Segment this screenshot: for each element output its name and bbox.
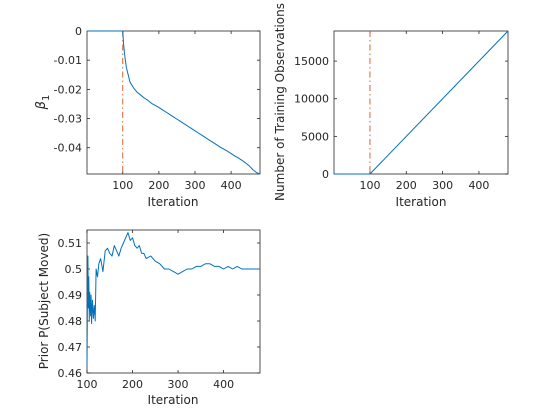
prior-subject-moved-plot-series-line [86, 232, 260, 366]
beta-plot-frame [86, 30, 261, 175]
training-observations-plot-xlabel: Iteration [396, 195, 447, 209]
beta-plot-ticks: 100 200 300 400 0 -0.01 -0.02 -0.03 -0.04 [54, 25, 260, 192]
beta-plot-ylabel-sub: 1 [41, 95, 52, 101]
training-observations-plot-series-line [334, 30, 509, 175]
training-observations-plot-xtick-label: 300 [432, 179, 453, 192]
beta-plot-ytick-label: -0.02 [54, 83, 82, 96]
beta-plot-ytick-label: -0.01 [54, 54, 82, 67]
beta-plot-ylabel-main: β [34, 101, 49, 110]
beta-plot-xtick-label: 400 [221, 179, 242, 192]
training-observations-plot-frame [333, 30, 509, 175]
prior-subject-moved-plot-xtick-label: 300 [168, 378, 189, 391]
training-observations-plot-ytick-label: 10000 [294, 93, 329, 106]
beta-plot-ytick-label: -0.04 [54, 142, 82, 155]
training-observations-plot-xtick-label: 200 [396, 179, 417, 192]
training-observations-plot-xtick-label: 100 [359, 179, 380, 192]
prior-subject-moved-plot-frame [86, 229, 261, 374]
beta-plot-ylabel: β1 [34, 95, 52, 111]
beta-plot-xtick-label: 300 [184, 179, 205, 192]
prior-subject-moved-plot-ytick-label: 0.5 [65, 263, 83, 276]
beta-plot-xtick-label: 200 [148, 179, 169, 192]
training-observations-plot-ytick-label: 0 [322, 168, 329, 181]
prior-subject-moved-plot-marks [86, 232, 260, 366]
prior-subject-moved-plot-ytick-label: 0.48 [58, 315, 83, 328]
prior-subject-moved-plot-ticks: 100 200 300 400 0.46 0.47 0.48 0.49 0.5 0.51 [58, 230, 260, 391]
prior-subject-moved-plot-ytick-label: 0.51 [58, 237, 83, 250]
prior-subject-moved-plot-xtick-label: 200 [122, 378, 143, 391]
training-observations-plot-ticks: 100 200 300 400 0 5000 10000 15000 [294, 31, 508, 192]
prior-subject-moved-plot-ylabel: Prior P(Subject Moved) [37, 233, 51, 369]
training-observations-plot-ytick-label: 5000 [301, 130, 329, 143]
training-observations-plot: 100 200 300 400 0 5000 10000 15000 Iteration Nu… [273, 3, 509, 209]
training-observations-plot-ytick-label: 15000 [294, 55, 329, 68]
prior-subject-moved-plot: 100 200 300 400 0.46 0.47 0.48 0.49 0.5 0.51 Iter… [37, 229, 261, 407]
prior-subject-moved-plot-xlabel: Iteration [148, 393, 199, 407]
training-observations-plot-ylabel: Number of Training Observations [273, 3, 287, 201]
prior-subject-moved-plot-xtick-label: 100 [77, 378, 98, 391]
prior-subject-moved-plot-ytick-label: 0.46 [58, 367, 83, 380]
beta-plot-ytick-label: 0 [75, 25, 82, 38]
beta-plot-xtick-label: 100 [112, 179, 133, 192]
beta-plot-xlabel: Iteration [148, 195, 199, 209]
beta-plot-ytick-label: -0.03 [54, 113, 82, 126]
prior-subject-moved-plot-ytick-label: 0.49 [58, 289, 83, 302]
beta-plot-series-line [87, 30, 261, 175]
prior-subject-moved-plot-xtick-label: 400 [213, 378, 234, 391]
training-observations-plot-xtick-label: 400 [468, 179, 489, 192]
prior-subject-moved-plot-ytick-label: 0.47 [58, 341, 83, 354]
beta-plot: 100 200 300 400 0 -0.01 -0.02 -0.03 -0.04 Iterat… [34, 25, 261, 209]
beta-plot-marks [87, 30, 261, 175]
training-observations-plot-marks [334, 30, 509, 175]
